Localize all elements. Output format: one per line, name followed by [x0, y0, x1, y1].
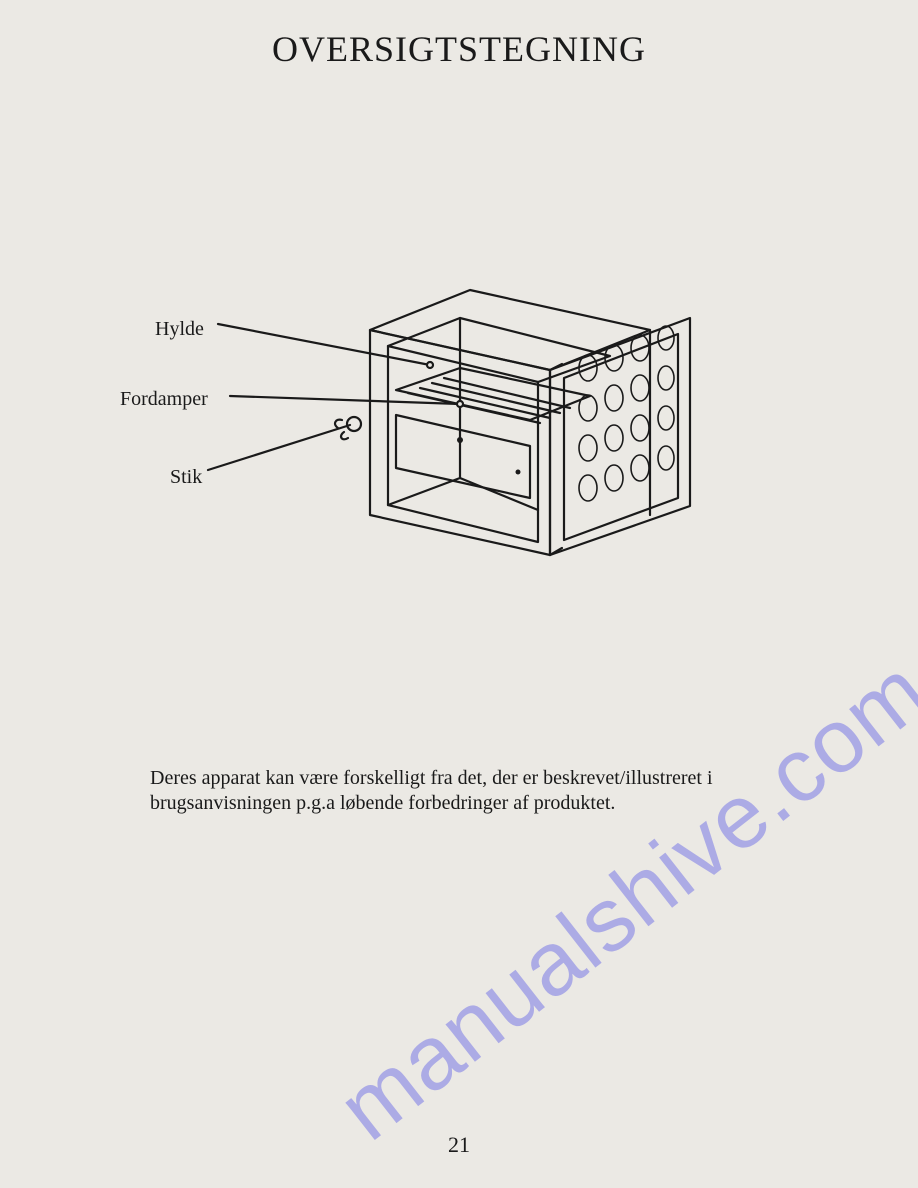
page-number: 21: [0, 1132, 918, 1158]
disclaimer-text: Deres apparat kan være forskelligt fra d…: [150, 766, 790, 816]
page-title: OVERSIGTSTEGNING: [0, 28, 918, 70]
watermark-text: manualshive.com: [320, 640, 918, 1162]
manual-page: OVERSIGTSTEGNING Hylde Fordamper Stik: [0, 0, 918, 1188]
appliance-diagram: [130, 260, 750, 580]
